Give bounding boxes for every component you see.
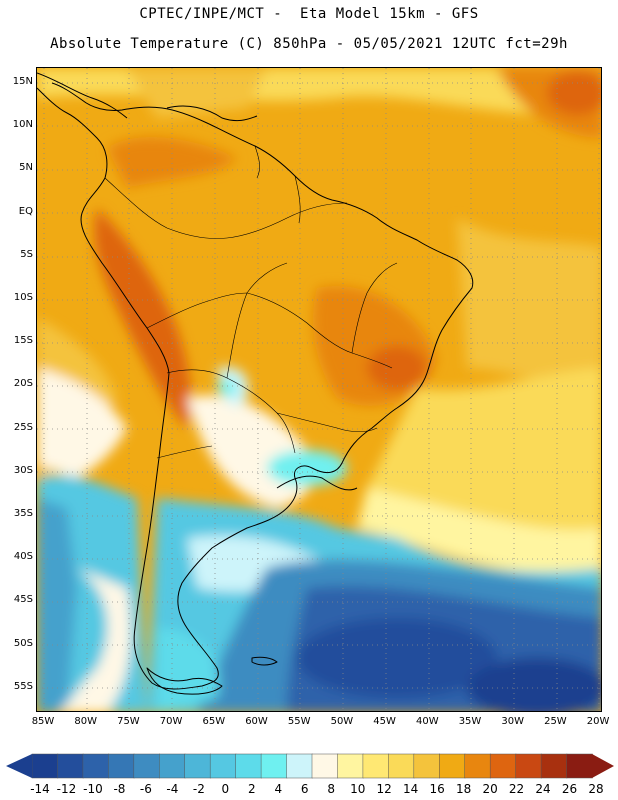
colorbar-tick-label: -4 <box>166 782 179 796</box>
lon-label: 60W <box>245 716 268 727</box>
lat-label: 55S <box>13 680 33 692</box>
lon-label: 20W <box>586 716 610 727</box>
colorbar-tick-label: -6 <box>139 782 152 796</box>
colorbar-tick-label: 26 <box>561 782 578 796</box>
coastlines <box>37 72 474 695</box>
lon-label: 75W <box>117 716 140 727</box>
colorbar-swatch <box>337 753 364 779</box>
colorbar-swatch <box>286 753 313 779</box>
colorbar-tick-label: 28 <box>588 782 604 796</box>
lat-label: 25S <box>13 421 33 433</box>
lat-label: 5S <box>20 248 33 260</box>
colorbar-tick-label: -12 <box>56 782 77 796</box>
colorbar-tick-label: 14 <box>403 782 419 796</box>
colorbar-swatch <box>439 753 466 779</box>
lat-label: 40S <box>13 551 33 563</box>
colorbar-tick-label: 22 <box>508 782 525 796</box>
colorbar-swatch <box>209 753 237 779</box>
colorbar-swatch <box>311 753 339 779</box>
lat-label: 50S <box>13 637 33 649</box>
colorbar-high-arrow <box>592 754 614 778</box>
temperature-map <box>36 67 602 712</box>
lat-label: 10S <box>13 292 33 303</box>
lat-label: 20S <box>13 378 33 390</box>
colorbar-swatch <box>515 753 542 779</box>
colorbar-tick-label: 20 <box>482 782 498 796</box>
lon-label: 25W <box>544 716 567 727</box>
colorbar-swatch <box>388 753 415 779</box>
colorbar-swatch <box>57 753 84 779</box>
colorbar-swatch <box>82 753 110 779</box>
lon-label: 85W <box>31 716 55 727</box>
colorbar-swatch <box>413 753 441 779</box>
lon-label: 35W <box>458 716 482 727</box>
colorbar-swatch <box>108 753 135 779</box>
colorbar-tick-label: -8 <box>113 782 126 796</box>
colorbar-swatch <box>566 753 593 779</box>
lat-label: EQ <box>18 205 33 217</box>
lat-label: 10N <box>12 119 33 131</box>
colorbar-tick-label: 12 <box>376 782 392 796</box>
lon-label: 50W <box>330 716 354 727</box>
colorbar-tick-label: 18 <box>455 782 472 796</box>
map-canvas <box>37 68 601 711</box>
colorbar-tick-label: 24 <box>535 782 551 796</box>
colorbar-swatch <box>184 753 211 779</box>
colorbar-tick-label: -2 <box>192 782 205 796</box>
colorbar-tick-label: 0 <box>221 782 230 796</box>
lon-label: 65W <box>202 716 226 727</box>
colorbar-tick-label: -14 <box>30 782 50 796</box>
lat-label: 15S <box>13 335 33 347</box>
colorbar-swatch <box>464 753 491 779</box>
lon-label: 55W <box>287 716 311 727</box>
colorbar-swatch <box>362 753 390 779</box>
colorbar-tick-label: 16 <box>429 782 445 796</box>
colorbar-tick-label: 6 <box>300 782 309 796</box>
lat-label: 30S <box>13 464 33 476</box>
colorbar-swatch <box>540 753 568 779</box>
colorbar <box>6 753 614 779</box>
colorbar-tick-label: 8 <box>327 782 336 796</box>
lat-label: 15N <box>12 76 33 87</box>
title-line-2: Absolute Temperature (C) 850hPa - 05/05/… <box>50 36 568 52</box>
lon-label: 80W <box>74 716 97 727</box>
colorbar-tick-label: 4 <box>274 782 283 796</box>
colorbar-low-arrow <box>6 754 32 778</box>
colorbar-swatch <box>133 753 161 779</box>
colorbar-swatch <box>235 753 262 779</box>
colorbar-swatch <box>260 753 288 779</box>
lat-label: 5N <box>19 162 33 174</box>
lon-label: 45W <box>373 716 396 727</box>
colorbar-swatch <box>159 753 186 779</box>
colorbar-swatch <box>31 753 59 779</box>
country-borders <box>104 145 398 459</box>
colorbar-tick-label: -10 <box>83 782 103 796</box>
colorbar-tick-label: 10 <box>350 782 366 796</box>
lon-label: 40W <box>415 716 439 727</box>
colorbar-tick-label: 2 <box>247 782 256 796</box>
lon-label: 30W <box>501 716 524 727</box>
lat-label: 45S <box>13 594 33 606</box>
title-line-1: CPTEC/INPE/MCT - Eta Model 15km - GFS <box>139 6 479 22</box>
lat-label: 35S <box>13 508 33 519</box>
colorbar-swatch <box>489 753 517 779</box>
lon-label: 70W <box>159 716 183 727</box>
